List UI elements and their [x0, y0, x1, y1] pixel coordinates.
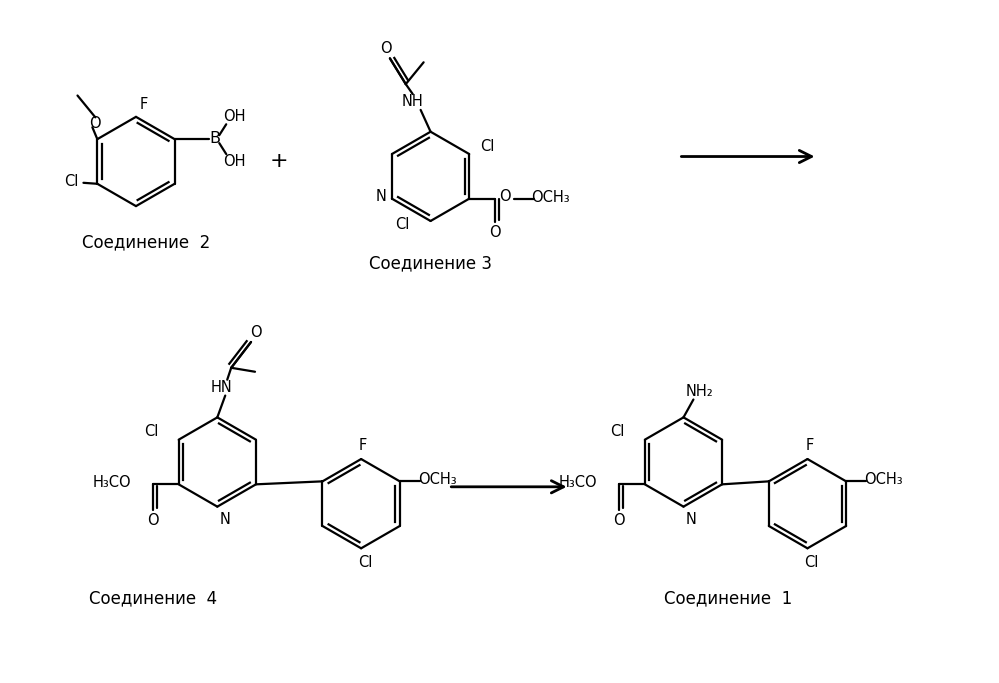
Text: O: O: [147, 512, 159, 527]
Text: B: B: [210, 130, 221, 145]
Text: Cl: Cl: [480, 139, 495, 154]
Text: O: O: [250, 324, 262, 339]
Text: O: O: [500, 189, 510, 204]
Text: N: N: [686, 512, 697, 527]
Text: O: O: [490, 225, 500, 240]
Text: O: O: [380, 41, 392, 56]
Text: OH: OH: [223, 109, 246, 124]
Text: Cl: Cl: [64, 174, 79, 189]
Text: F: F: [140, 98, 148, 113]
Text: Соединение  1: Соединение 1: [664, 589, 792, 607]
Text: Соединение  4: Соединение 4: [89, 589, 217, 607]
Text: H₃CO: H₃CO: [558, 475, 597, 490]
Text: NH: NH: [402, 94, 424, 109]
Text: N: N: [376, 189, 387, 204]
Text: Соединение  2: Соединение 2: [82, 234, 210, 252]
Text: Cl: Cl: [358, 555, 373, 570]
Text: Соединение 3: Соединение 3: [369, 255, 493, 273]
Text: OH: OH: [223, 154, 246, 169]
Text: Cl: Cl: [144, 424, 158, 439]
Text: OCH₃: OCH₃: [531, 190, 569, 205]
Text: OCH₃: OCH₃: [419, 472, 457, 487]
Text: Cl: Cl: [609, 424, 624, 439]
Text: OCH₃: OCH₃: [864, 472, 903, 487]
Text: O: O: [613, 512, 624, 527]
Text: F: F: [805, 438, 813, 453]
Text: +: +: [270, 152, 288, 171]
Text: Cl: Cl: [804, 555, 818, 570]
Text: O: O: [90, 116, 101, 130]
Text: H₃CO: H₃CO: [93, 475, 131, 490]
Text: NH₂: NH₂: [685, 384, 713, 399]
Text: F: F: [359, 438, 368, 453]
Text: Cl: Cl: [396, 217, 410, 232]
Text: HN: HN: [211, 380, 232, 395]
Text: N: N: [220, 512, 231, 527]
